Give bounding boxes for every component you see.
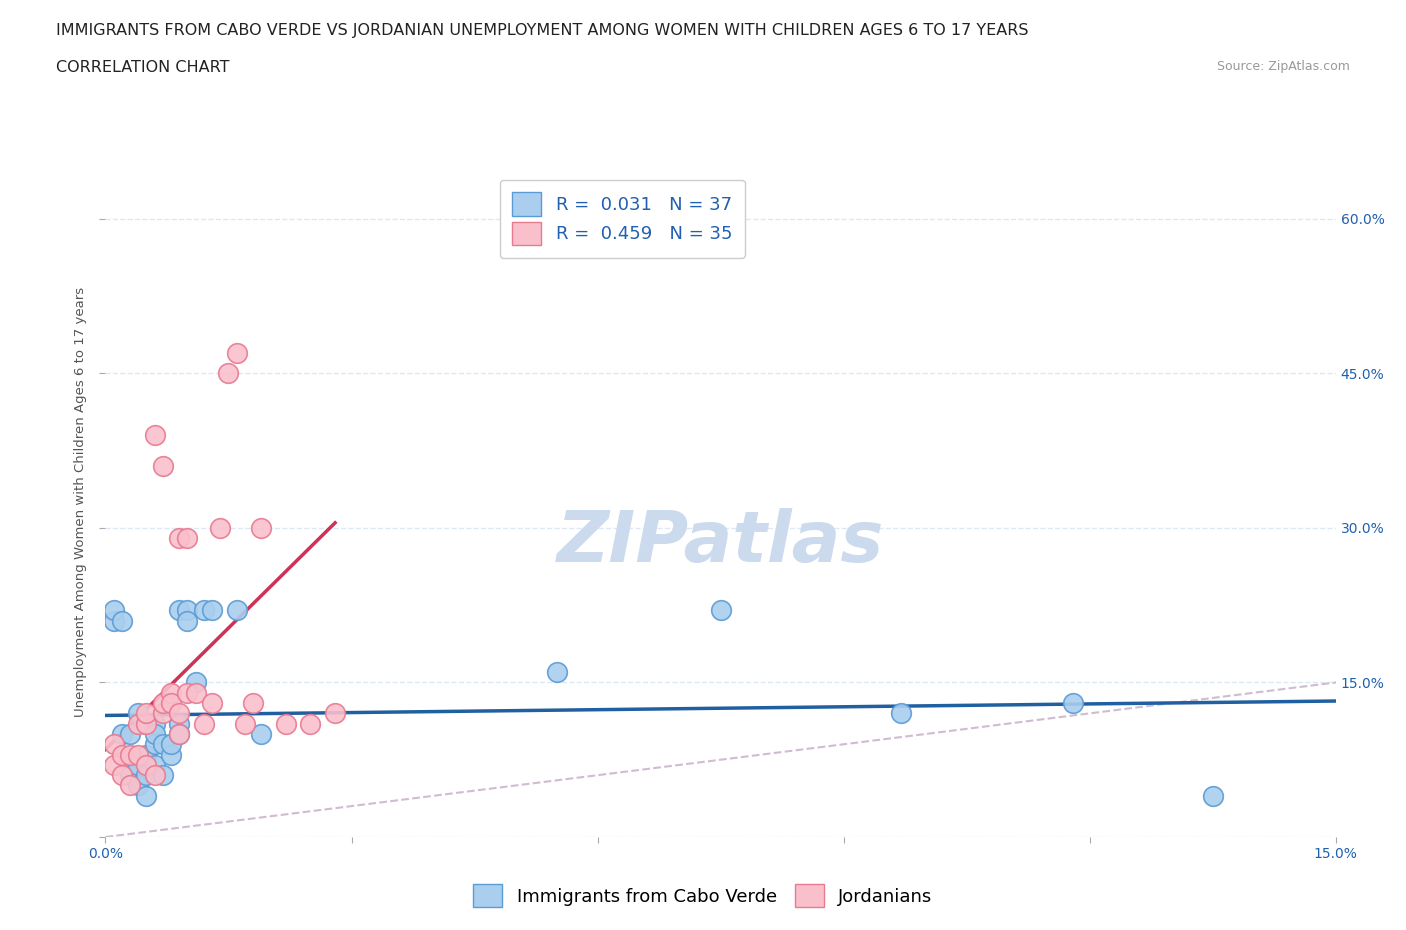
Point: [127, 706, 149, 721]
Point: [169, 726, 191, 741]
Point: [225, 603, 247, 618]
Point: [143, 757, 166, 772]
Point: [135, 757, 157, 772]
Point: [135, 716, 157, 731]
Point: [201, 696, 224, 711]
Point: [176, 685, 198, 700]
Point: [1202, 789, 1225, 804]
Point: [111, 768, 134, 783]
Point: [323, 706, 346, 721]
Point: [143, 768, 166, 783]
Point: [152, 768, 174, 783]
Point: [120, 757, 141, 772]
Point: [233, 716, 256, 731]
Point: [127, 716, 149, 731]
Point: [299, 716, 322, 731]
Point: [169, 706, 191, 721]
Text: ZIPatlas: ZIPatlas: [557, 508, 884, 577]
Point: [176, 603, 198, 618]
Point: [135, 789, 157, 804]
Point: [103, 757, 125, 772]
Point: [111, 747, 134, 762]
Point: [127, 757, 149, 772]
Y-axis label: Unemployment Among Women with Children Ages 6 to 17 years: Unemployment Among Women with Children A…: [73, 287, 87, 717]
Point: [193, 603, 215, 618]
Point: [143, 428, 166, 443]
Point: [218, 366, 240, 381]
Point: [546, 665, 568, 680]
Point: [160, 696, 183, 711]
Text: IMMIGRANTS FROM CABO VERDE VS JORDANIAN UNEMPLOYMENT AMONG WOMEN WITH CHILDREN A: IMMIGRANTS FROM CABO VERDE VS JORDANIAN …: [56, 23, 1029, 38]
Point: [103, 737, 125, 751]
Point: [152, 458, 174, 473]
Point: [127, 778, 149, 793]
Point: [250, 726, 273, 741]
Point: [176, 613, 198, 628]
Point: [242, 696, 264, 711]
Point: [710, 603, 733, 618]
Point: [250, 521, 273, 536]
Point: [160, 747, 183, 762]
Point: [169, 716, 191, 731]
Point: [225, 345, 247, 360]
Point: [127, 747, 149, 762]
Point: [890, 706, 912, 721]
Point: [169, 603, 191, 618]
Point: [152, 696, 174, 711]
Point: [120, 747, 141, 762]
Point: [176, 531, 198, 546]
Point: [135, 716, 157, 731]
Point: [111, 726, 134, 741]
Point: [209, 521, 232, 536]
Point: [160, 737, 183, 751]
Point: [143, 726, 166, 741]
Point: [152, 706, 174, 721]
Point: [152, 737, 174, 751]
Point: [184, 685, 207, 700]
Text: Source: ZipAtlas.com: Source: ZipAtlas.com: [1216, 60, 1350, 73]
Point: [169, 531, 191, 546]
Point: [120, 768, 141, 783]
Point: [103, 603, 125, 618]
Point: [103, 613, 125, 628]
Point: [274, 716, 297, 731]
Point: [184, 675, 207, 690]
Point: [135, 768, 157, 783]
Point: [135, 706, 157, 721]
Point: [120, 778, 141, 793]
Point: [111, 613, 134, 628]
Point: [169, 726, 191, 741]
Text: CORRELATION CHART: CORRELATION CHART: [56, 60, 229, 75]
Legend: R =  0.031   N = 37, R =  0.459   N = 35: R = 0.031 N = 37, R = 0.459 N = 35: [499, 179, 745, 258]
Point: [201, 603, 224, 618]
Legend: Immigrants from Cabo Verde, Jordanians: Immigrants from Cabo Verde, Jordanians: [464, 875, 942, 916]
Point: [193, 716, 215, 731]
Point: [135, 747, 157, 762]
Point: [1062, 696, 1084, 711]
Point: [143, 716, 166, 731]
Point: [143, 737, 166, 751]
Point: [120, 726, 141, 741]
Point: [160, 685, 183, 700]
